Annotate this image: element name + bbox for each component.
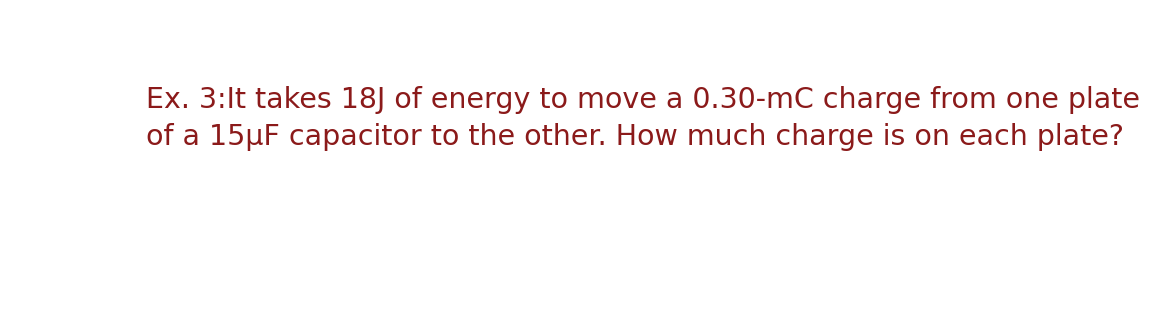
Text: of a 15μF capacitor to the other. How much charge is on each plate?: of a 15μF capacitor to the other. How mu… — [146, 124, 1124, 151]
Text: Ex. 3:It takes 18J of energy to move a 0.30-mC charge from one plate: Ex. 3:It takes 18J of energy to move a 0… — [146, 86, 1141, 113]
